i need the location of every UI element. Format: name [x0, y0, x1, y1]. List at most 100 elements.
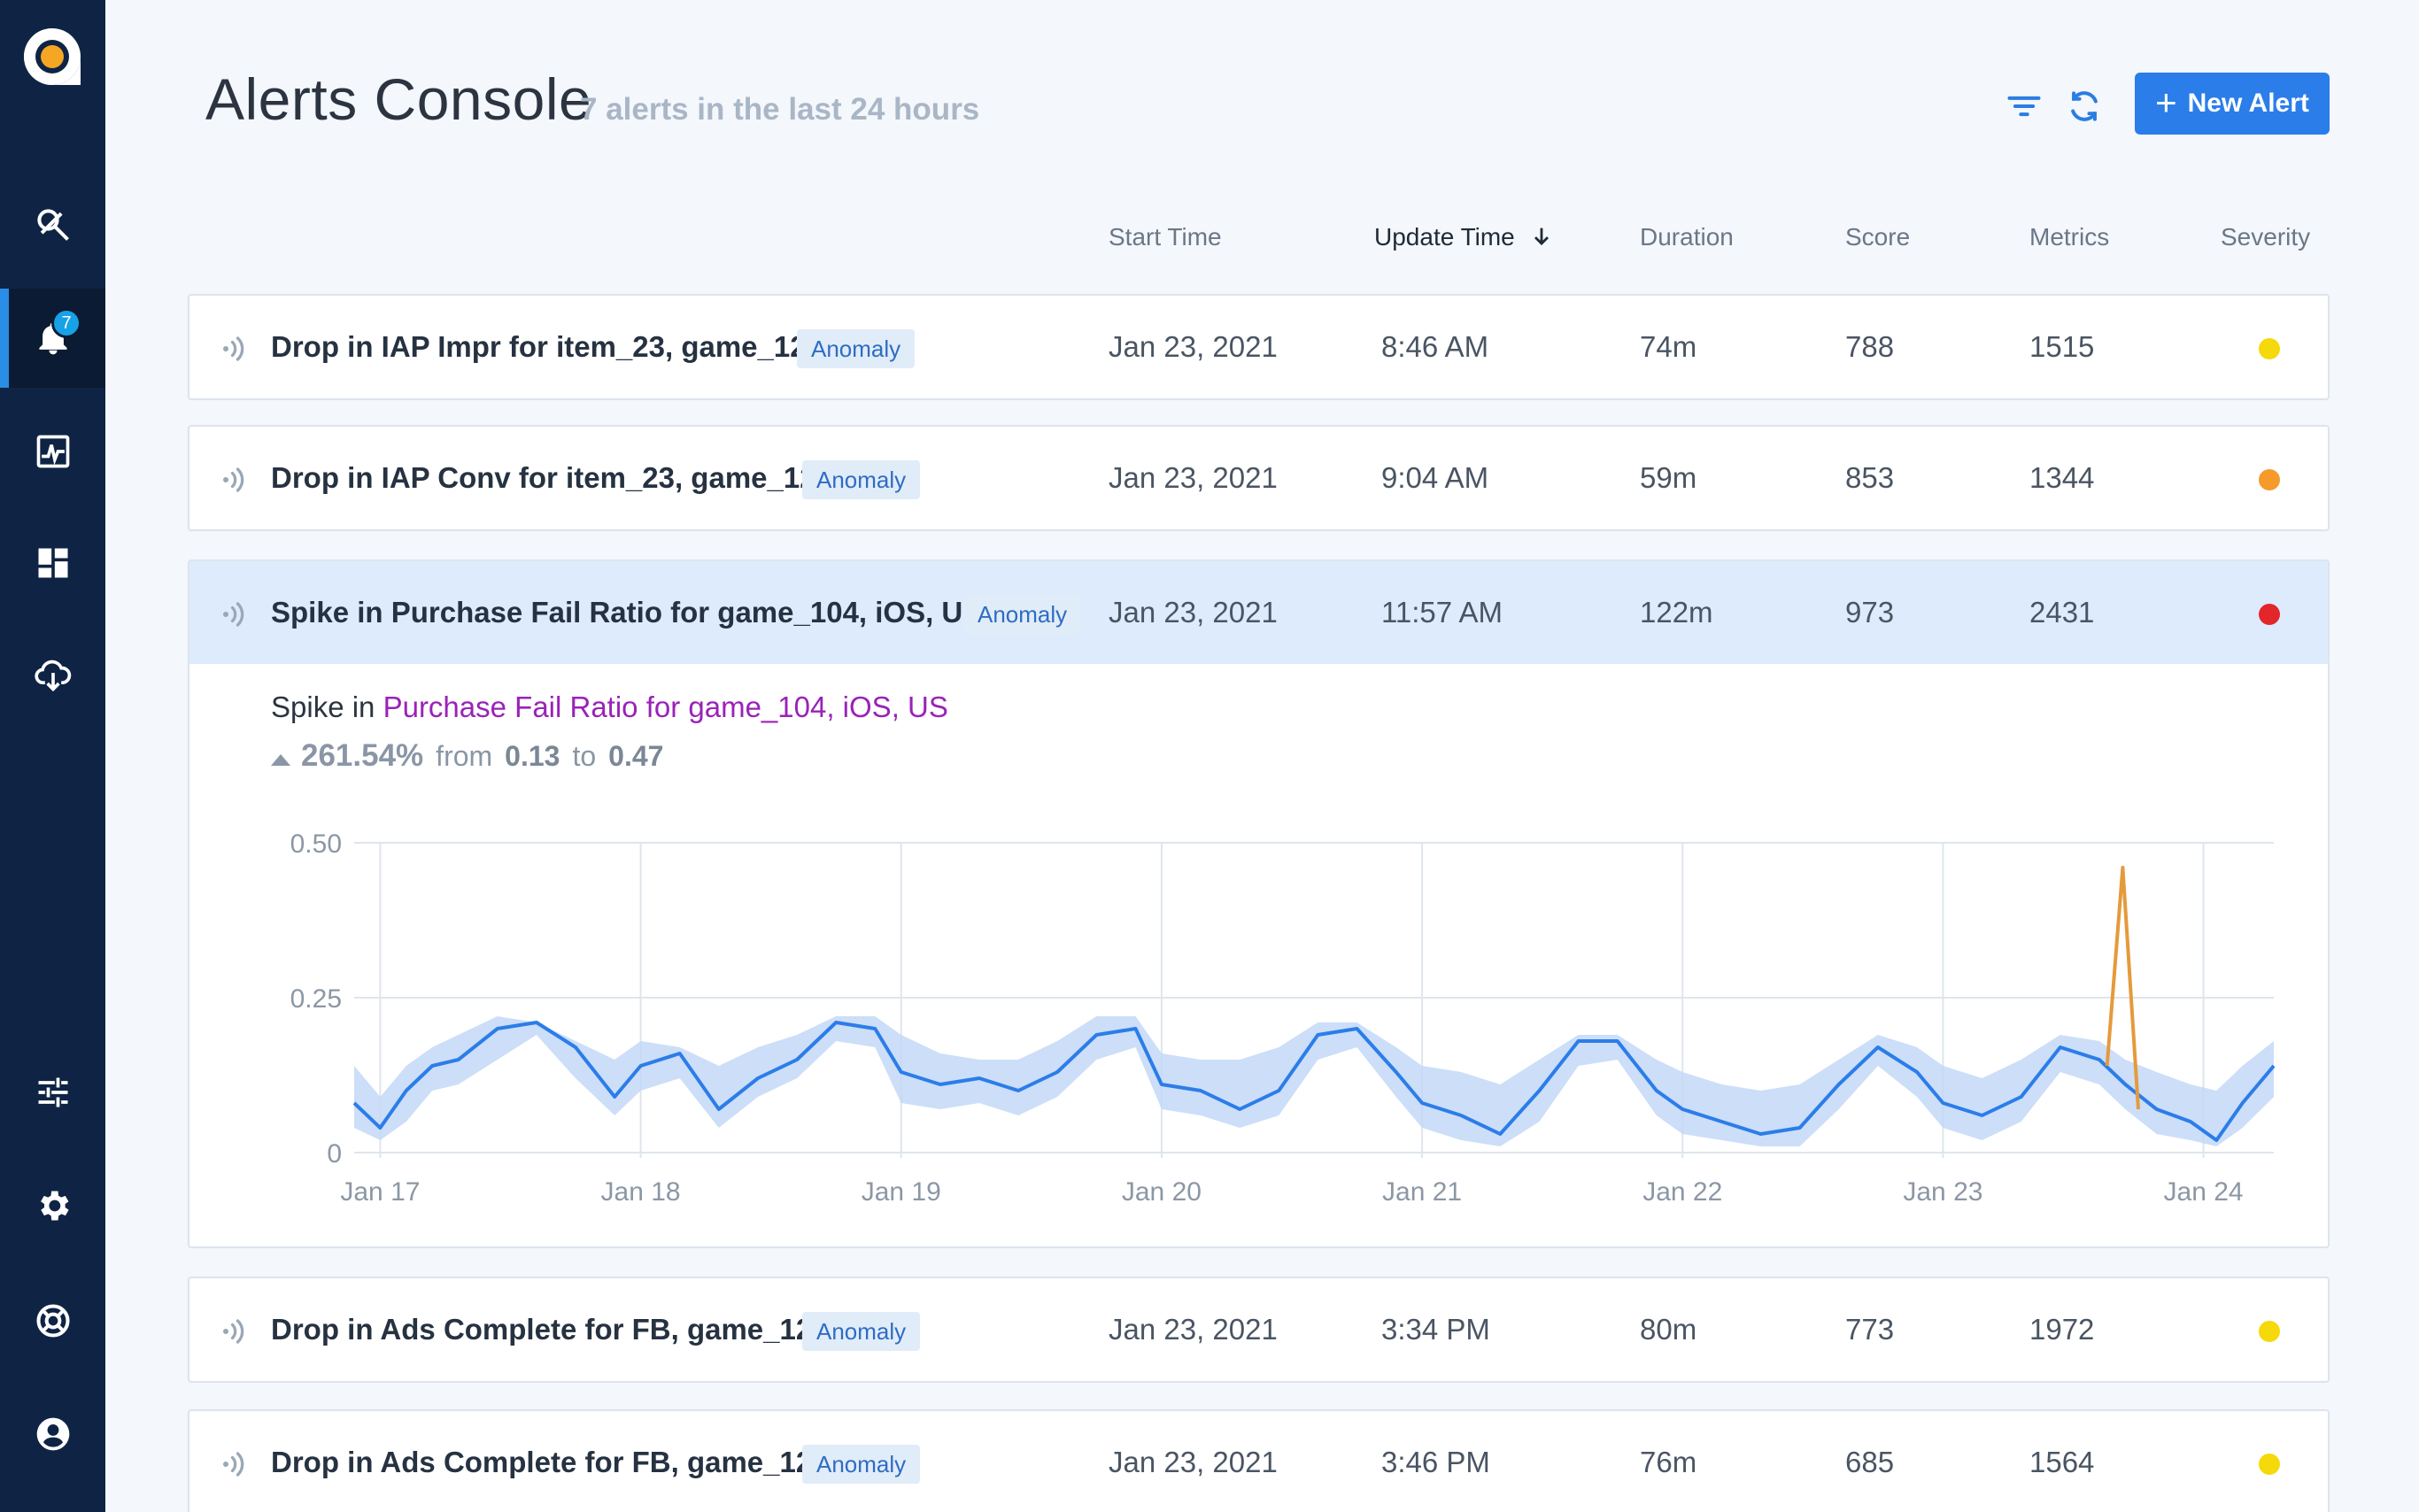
- alert-title: Drop in IAP Conv for item_23, game_127: [271, 461, 832, 494]
- score: 973: [1845, 596, 1895, 629]
- page-title: Alerts Console: [205, 66, 592, 132]
- detail-headline: Spike in Purchase Fail Ratio for game_10…: [271, 690, 948, 724]
- detail-metric-link[interactable]: Purchase Fail Ratio for game_104, iOS, U…: [383, 690, 948, 723]
- column-start-time[interactable]: Start Time: [1109, 223, 1222, 251]
- app-logo[interactable]: [22, 27, 82, 87]
- severity-dot: [2259, 338, 2280, 359]
- column-score[interactable]: Score: [1845, 223, 1911, 251]
- signal-icon: [223, 602, 244, 627]
- metrics-count: 1515: [2029, 330, 2095, 363]
- alert-title: Drop in Ads Complete for FB, game_123: [271, 1446, 829, 1478]
- nav-profile[interactable]: [0, 1385, 105, 1484]
- update-time: 9:04 AM: [1381, 461, 1489, 494]
- alert-row-expanded[interactable]: Spike in Purchase Fail Ratio for game_10…: [188, 559, 2330, 666]
- new-alert-button[interactable]: + New Alert: [2135, 73, 2330, 135]
- score: 853: [1845, 461, 1895, 494]
- from-value: 0.13: [505, 740, 560, 772]
- y-tick-label: 0.25: [290, 984, 342, 1014]
- score: 773: [1845, 1313, 1895, 1346]
- nav-settings-sliders[interactable]: [0, 1043, 105, 1142]
- severity-dot: [2259, 1454, 2280, 1475]
- column-severity[interactable]: Severity: [2221, 223, 2311, 251]
- refresh-icon[interactable]: [2065, 87, 2104, 126]
- alert-row[interactable]: Drop in IAP Impr for item_23, game_127 A…: [188, 294, 2330, 400]
- x-tick-label: Jan 18: [601, 1177, 681, 1207]
- signal-icon: [223, 336, 244, 361]
- anomaly-tag: Anomaly: [802, 1312, 921, 1351]
- alert-row[interactable]: Drop in IAP Conv for item_23, game_127 A…: [188, 425, 2330, 531]
- column-metrics[interactable]: Metrics: [2029, 223, 2110, 251]
- y-tick-label: 0.50: [290, 829, 342, 859]
- signal-icon: [223, 1319, 244, 1344]
- expected-range-band: [354, 1016, 2274, 1146]
- alerts-count-badge: 7: [51, 308, 81, 338]
- page-subtitle: 7 alerts in the last 24 hours: [580, 92, 980, 127]
- nav-metrics[interactable]: [0, 402, 105, 501]
- duration: 122m: [1640, 596, 1713, 629]
- cloud-download-icon: [34, 660, 71, 692]
- duration: 74m: [1640, 330, 1697, 363]
- start-time: Jan 23, 2021: [1109, 1446, 1278, 1478]
- alert-title: Drop in IAP Impr for item_23, game_127: [271, 330, 823, 363]
- duration: 59m: [1640, 461, 1697, 494]
- duration: 80m: [1640, 1313, 1697, 1346]
- update-time: 11:57 AM: [1381, 596, 1503, 629]
- explore-icon: [36, 209, 69, 241]
- alert-row[interactable]: Drop in Ads Complete for FB, game_123 An…: [188, 1409, 2330, 1512]
- user-icon: [36, 1417, 69, 1451]
- x-tick-label: Jan 23: [1903, 1177, 1982, 1207]
- nav-explore[interactable]: [0, 175, 105, 274]
- plus-icon: +: [2155, 81, 2177, 123]
- nav-settings[interactable]: [0, 1156, 105, 1255]
- x-tick-label: Jan 19: [862, 1177, 941, 1207]
- signal-icon: [223, 467, 244, 492]
- severity-dot: [2259, 469, 2280, 490]
- start-time: Jan 23, 2021: [1109, 1313, 1278, 1346]
- alert-title: Drop in Ads Complete for FB, game_121: [271, 1313, 829, 1346]
- metric-chart[interactable]: 0.50 0.25 0 Jan 17 Jan 18 Jan 19 Jan 20 Jan 21 J…: [189, 797, 2331, 1239]
- column-update-time[interactable]: Update Time: [1374, 223, 1554, 251]
- nav-data-sources[interactable]: [0, 625, 105, 724]
- anomaly-spike-line: [2105, 866, 2140, 1110]
- sort-descending-icon: [1534, 228, 1549, 246]
- alert-row[interactable]: Drop in Ads Complete for FB, game_121 An…: [188, 1277, 2330, 1383]
- x-tick-label: Jan 21: [1382, 1177, 1462, 1207]
- alert-detail-panel: Spike in Purchase Fail Ratio for game_10…: [188, 664, 2330, 1248]
- nav-dashboards[interactable]: [0, 513, 105, 613]
- duration: 76m: [1640, 1446, 1697, 1478]
- update-time: 3:46 PM: [1381, 1446, 1490, 1478]
- to-value: 0.47: [608, 740, 664, 772]
- start-time: Jan 23, 2021: [1109, 330, 1278, 363]
- start-time: Jan 23, 2021: [1109, 596, 1278, 629]
- new-alert-label: New Alert: [2187, 89, 2309, 118]
- anomaly-tag: Anomaly: [963, 595, 1082, 634]
- score: 788: [1845, 330, 1895, 363]
- metric-line: [352, 1021, 2276, 1142]
- x-tick-label: Jan 24: [2164, 1177, 2244, 1207]
- metrics-count: 1972: [2029, 1313, 2095, 1346]
- nav-support[interactable]: [0, 1271, 105, 1370]
- sliders-icon: [38, 1077, 67, 1107]
- column-update-time-label: Update Time: [1374, 223, 1515, 251]
- sidebar: 7: [0, 0, 105, 1512]
- y-tick-label: 0: [327, 1139, 342, 1169]
- increase-arrow-icon: [271, 754, 290, 766]
- start-time: Jan 23, 2021: [1109, 461, 1278, 494]
- dashboard-icon: [38, 548, 67, 578]
- support-icon: [35, 1304, 70, 1338]
- metrics-count: 2431: [2029, 596, 2095, 629]
- detail-prefix: Spike in: [271, 690, 375, 723]
- metrics-icon: [36, 435, 69, 468]
- gear-icon: [40, 1191, 69, 1221]
- column-duration[interactable]: Duration: [1640, 223, 1734, 251]
- nav-alerts[interactable]: 7: [0, 289, 105, 388]
- x-tick-label: Jan 20: [1122, 1177, 1202, 1207]
- filter-icon[interactable]: [2005, 87, 2044, 126]
- update-time: 8:46 AM: [1381, 330, 1489, 363]
- detail-change: 261.54% from 0.13 to 0.47: [271, 738, 663, 774]
- from-label: from: [436, 740, 493, 772]
- signal-icon: [223, 1452, 244, 1477]
- score: 685: [1845, 1446, 1895, 1478]
- update-time: 3:34 PM: [1381, 1313, 1490, 1346]
- alert-title: Spike in Purchase Fail Ratio for game_10…: [271, 596, 983, 629]
